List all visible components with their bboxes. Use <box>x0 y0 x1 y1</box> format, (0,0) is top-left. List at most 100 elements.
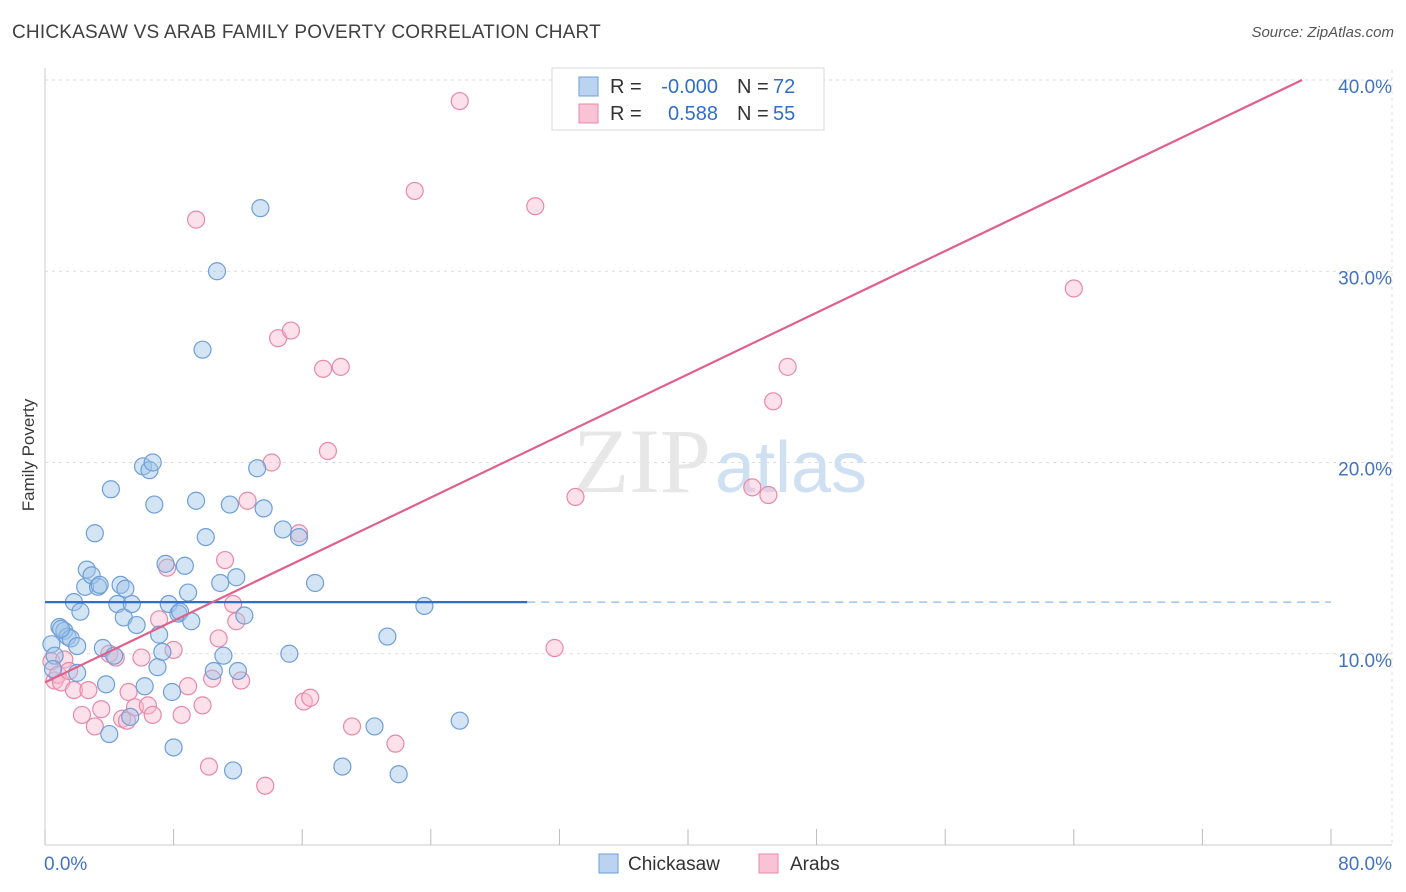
point-arabs-53 <box>759 485 778 505</box>
point-chickasaw-65 <box>378 627 397 646</box>
point-chickasaw-24 <box>121 707 140 726</box>
point-chickasaw-54 <box>228 661 247 681</box>
point-chickasaw-57 <box>251 199 270 218</box>
point-chickasaw-52 <box>223 761 243 780</box>
point-chickasaw-26 <box>127 615 146 635</box>
legend-swatch-chickasaw <box>598 853 619 874</box>
point-chickasaw-47 <box>204 661 223 681</box>
point-arabs-51 <box>566 487 585 507</box>
point-arabs-45 <box>342 717 362 736</box>
point-arabs-46 <box>386 734 405 753</box>
point-arabs-6 <box>64 680 84 700</box>
x-tick-label-min: 0.0% <box>44 854 87 875</box>
point-arabs-35 <box>256 776 275 795</box>
point-chickasaw-11 <box>77 560 96 579</box>
point-arabs-38 <box>281 321 301 340</box>
point-arabs-7 <box>72 705 92 725</box>
point-chickasaw-70 <box>51 619 71 638</box>
point-arabs-48 <box>450 91 469 111</box>
axes <box>44 68 1392 846</box>
watermark: ZIPatlas <box>573 410 867 512</box>
point-arabs-54 <box>764 392 783 411</box>
point-chickasaw-25 <box>122 594 141 614</box>
watermark-zip: ZIP <box>573 410 711 512</box>
point-chickasaw-59 <box>273 520 293 539</box>
point-arabs-44 <box>331 357 350 376</box>
stats-n-value-arabs: 55 <box>773 103 795 125</box>
x-tick-label-max: 80.0% <box>1338 854 1392 875</box>
point-chickasaw-62 <box>305 573 325 593</box>
point-chickasaw-17 <box>100 724 119 744</box>
point-chickasaw-8 <box>71 602 90 621</box>
point-arabs-25 <box>187 210 206 229</box>
series-chickasaw-points <box>42 199 469 784</box>
point-arabs-41 <box>301 688 320 707</box>
point-arabs-34 <box>238 491 257 510</box>
trend-lines <box>44 79 1331 684</box>
point-chickasaw-67 <box>415 596 434 616</box>
point-arabs-30 <box>215 550 235 570</box>
point-chickasaw-64 <box>365 717 384 736</box>
point-chickasaw-32 <box>148 658 167 677</box>
point-arabs-27 <box>199 757 219 776</box>
y-tick-label-1: 20.0% <box>1338 460 1392 481</box>
y-tick-label-2: 30.0% <box>1338 268 1392 289</box>
point-arabs-10 <box>92 700 111 719</box>
point-chickasaw-23 <box>116 579 135 598</box>
point-arabs-19 <box>143 705 162 725</box>
point-chickasaw-42 <box>178 583 198 602</box>
point-chickasaw-41 <box>175 556 194 575</box>
point-arabs-55 <box>778 357 797 376</box>
point-chickasaw-1 <box>45 646 64 665</box>
series-arabs-points <box>42 91 1083 795</box>
point-arabs-33 <box>232 671 251 690</box>
stats-r-value-arabs: 0.588 <box>668 103 718 125</box>
point-arabs-28 <box>203 669 222 688</box>
stats-r-label-arabs: R = <box>610 103 642 125</box>
stats-n-label-chickasaw: N = <box>737 76 769 98</box>
point-arabs-43 <box>318 441 338 461</box>
stats-n-value-chickasaw: 72 <box>773 76 795 98</box>
stats-swatch-chickasaw <box>578 76 599 97</box>
point-chickasaw-31 <box>145 495 164 514</box>
point-arabs-9 <box>85 717 104 736</box>
point-chickasaw-71 <box>90 575 109 595</box>
point-chickasaw-45 <box>193 340 212 359</box>
point-arabs-8 <box>79 680 98 700</box>
chart-title: CHICKASAW VS ARAB FAMILY POVERTY CORRELA… <box>12 22 601 43</box>
y-tick-label-0: 10.0% <box>1338 651 1392 672</box>
stats-swatch-arabs <box>578 103 599 124</box>
point-arabs-18 <box>138 696 157 715</box>
point-arabs-50 <box>545 638 564 658</box>
point-chickasaw-37 <box>162 682 182 702</box>
y-tick-label-3: 40.0% <box>1338 77 1392 98</box>
point-arabs-17 <box>132 648 151 667</box>
point-chickasaw-49 <box>211 573 230 593</box>
point-arabs-47 <box>405 181 424 201</box>
point-arabs-31 <box>223 594 243 614</box>
point-arabs-52 <box>743 478 762 497</box>
point-chickasaw-55 <box>235 606 254 625</box>
stats-legend: R = -0.000 N = 72 R = 0.588 N = 55 <box>551 67 825 131</box>
point-chickasaw-30 <box>143 453 162 472</box>
point-chickasaw-38 <box>164 738 183 757</box>
point-arabs-22 <box>164 640 183 660</box>
point-chickasaw-18 <box>101 480 121 499</box>
point-arabs-23 <box>172 705 191 725</box>
y-tick-labels: 10.0% 20.0% 30.0% 40.0% <box>1338 77 1392 672</box>
point-arabs-42 <box>313 359 333 378</box>
chart-source: Source: ZipAtlas.com <box>1251 24 1394 41</box>
point-chickasaw-61 <box>289 527 309 547</box>
point-chickasaw-0 <box>42 635 61 654</box>
point-arabs-56 <box>1064 279 1083 298</box>
point-chickasaw-7 <box>68 636 87 656</box>
point-arabs-26 <box>193 696 212 715</box>
point-chickasaw-58 <box>254 499 273 518</box>
point-chickasaw-60 <box>280 644 299 663</box>
stats-n-label-arabs: N = <box>737 103 769 125</box>
point-chickasaw-63 <box>333 757 352 776</box>
point-chickasaw-66 <box>389 765 408 784</box>
point-chickasaw-46 <box>196 527 215 547</box>
point-chickasaw-35 <box>156 554 175 573</box>
stats-r-value-chickasaw: -0.000 <box>661 76 718 98</box>
